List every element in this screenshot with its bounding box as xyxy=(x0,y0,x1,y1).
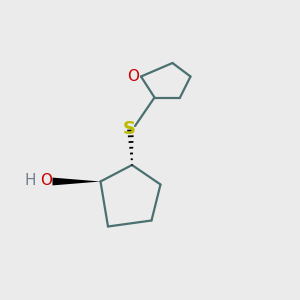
Text: H: H xyxy=(24,173,36,188)
Text: O: O xyxy=(40,173,52,188)
Polygon shape xyxy=(52,178,100,185)
Text: O: O xyxy=(128,69,140,84)
Text: S: S xyxy=(123,120,136,138)
